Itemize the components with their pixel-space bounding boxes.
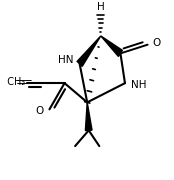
Text: O: O: [35, 106, 43, 116]
Polygon shape: [85, 102, 92, 130]
Text: NH: NH: [131, 80, 147, 90]
Text: HN: HN: [58, 55, 74, 65]
Polygon shape: [101, 36, 122, 57]
Text: CH₂: CH₂: [1, 77, 25, 87]
Text: O: O: [152, 38, 160, 48]
Text: =: =: [23, 76, 33, 89]
Text: =: =: [15, 76, 25, 89]
Polygon shape: [77, 36, 101, 66]
Text: H: H: [97, 2, 105, 12]
